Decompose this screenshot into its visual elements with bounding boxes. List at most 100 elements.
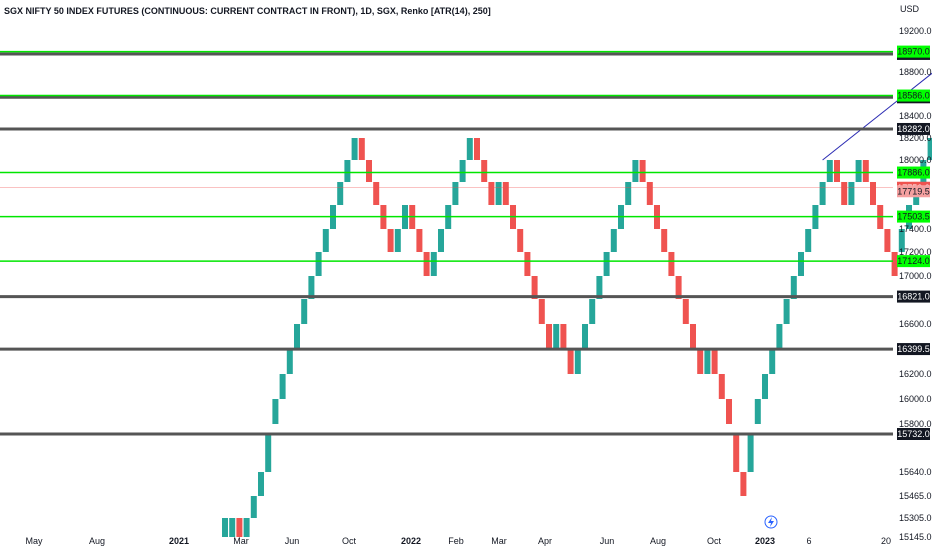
renko-brick [704, 349, 711, 374]
trendline-layer [822, 52, 932, 161]
svg-text:16821.0: 16821.0 [897, 292, 930, 302]
renko-brick [776, 324, 783, 349]
svg-text:17124.0: 17124.0 [897, 256, 930, 266]
x-tick-label: Oct [342, 536, 357, 546]
level-price-badge: 17503.5 [897, 210, 930, 223]
renko-brick [927, 138, 932, 160]
y-tick-label: 19200.0 [899, 26, 932, 36]
renko-brick [531, 276, 538, 299]
renko-brick [898, 229, 905, 252]
svg-text:17719.5: 17719.5 [897, 186, 930, 196]
renko-brick [546, 324, 552, 349]
x-tick-label: 2021 [169, 536, 189, 546]
renko-brick [726, 399, 732, 424]
renko-brick [236, 518, 243, 537]
x-tick-label: 2023 [755, 536, 775, 546]
renko-brick [754, 399, 761, 424]
y-tick-label: 17400.0 [899, 224, 932, 234]
renko-brick [322, 229, 329, 252]
y-tick-label: 17000.0 [899, 271, 932, 281]
renko-brick [625, 182, 632, 205]
renko-brick [229, 518, 236, 537]
x-tick-label: Oct [707, 536, 722, 546]
svg-text:18282.0: 18282.0 [897, 124, 930, 134]
y-tick-label: 15465.0 [899, 491, 932, 501]
renko-brick [589, 299, 596, 324]
renko-brick [272, 399, 279, 424]
y-tick-label: 15640.0 [899, 467, 932, 477]
renko-brick [805, 229, 812, 252]
trendline[interactable] [822, 52, 932, 161]
renko-brick [394, 229, 401, 252]
y-tick-label: 15305.0 [899, 513, 932, 523]
renko-brick [366, 160, 372, 182]
svg-text:16399.5: 16399.5 [897, 344, 930, 354]
renko-brick [862, 160, 869, 182]
level-price-badge: 15732.0 [897, 428, 930, 440]
price-axis[interactable]: 19200.0 18800.0 18400.0 18200.0 18000.0 17400… [899, 26, 932, 542]
renko-brick [574, 349, 581, 374]
y-tick-label: 18400.0 [899, 111, 932, 121]
chart-title: SGX NIFTY 50 INDEX FUTURES (CONTINUOUS: … [4, 6, 491, 16]
y-tick-label: 17200.0 [899, 247, 932, 257]
bricks-layer [222, 138, 932, 537]
renko-brick [502, 182, 509, 205]
svg-text:17503.5: 17503.5 [897, 212, 930, 222]
renko-brick [848, 182, 855, 205]
renko-brick [294, 324, 300, 349]
level-price-badge: 18586.0 [897, 89, 930, 102]
level-price-badge: 18282.0 [897, 122, 930, 135]
lightning-icon[interactable] [764, 515, 778, 529]
renko-brick [279, 374, 286, 399]
renko-brick [661, 229, 668, 252]
renko-brick [416, 229, 423, 252]
renko-brick [747, 434, 754, 472]
level-price-badge: 17124.0 [897, 255, 930, 268]
svg-text:18586.0: 18586.0 [897, 91, 930, 101]
renko-brick [870, 182, 876, 205]
renko-brick [250, 496, 257, 518]
renko-brick [711, 349, 718, 374]
horizontal-levels-layer: 18950.518570.018282.016821.016399.515732… [0, 45, 930, 440]
renko-brick [351, 138, 358, 160]
renko-brick [610, 229, 617, 252]
renko-brick [603, 252, 610, 276]
x-tick-label: 20 [881, 536, 891, 546]
renko-brick [517, 229, 524, 252]
currency-label: USD [900, 4, 920, 14]
renko-brick [222, 518, 228, 537]
renko-brick [373, 182, 380, 205]
svg-text:18970.0: 18970.0 [897, 47, 930, 57]
renko-brick [790, 276, 797, 299]
renko-brick [596, 276, 603, 299]
time-axis[interactable]: May Aug 2021 Mar Jun Oct 2022 Feb Mar Apr Jun Aug Oc… [25, 536, 891, 546]
y-tick-label: 16200.0 [899, 369, 932, 379]
renko-brick [430, 252, 437, 276]
renko-brick [855, 160, 862, 182]
current-price-badge: 17719.5 [897, 185, 930, 198]
level-price-badge: 18970.0 [897, 45, 930, 58]
x-tick-label: May [25, 536, 43, 546]
renko-brick [834, 160, 840, 182]
renko-brick [315, 252, 322, 276]
renko-brick [582, 324, 588, 349]
renko-brick [258, 472, 264, 496]
x-tick-label: Aug [89, 536, 105, 546]
renko-brick [697, 349, 704, 374]
renko-brick [567, 349, 574, 374]
y-tick-label: 16000.0 [899, 394, 932, 404]
renko-brick [337, 182, 344, 205]
svg-text:17886.0: 17886.0 [897, 168, 930, 178]
renko-brick [538, 299, 545, 324]
renko-brick [481, 160, 488, 182]
level-price-badge: 16399.5 [897, 343, 930, 356]
renko-brick [690, 324, 696, 349]
renko-brick [286, 349, 293, 374]
x-tick-label: Jun [285, 536, 300, 546]
renko-brick [668, 252, 675, 276]
renko-brick [524, 252, 531, 276]
svg-text:15732.0: 15732.0 [897, 429, 930, 439]
y-tick-label: 16600.0 [899, 319, 932, 329]
renko-brick [423, 252, 430, 276]
